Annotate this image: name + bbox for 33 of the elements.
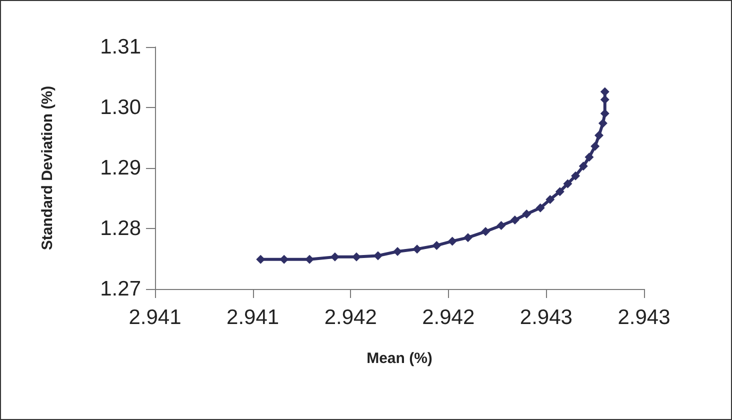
point (522, 209, 532, 218)
point (448, 236, 457, 246)
point (496, 220, 506, 230)
point (463, 233, 472, 242)
y-tick-label: 1.29 (100, 156, 141, 180)
x-tick-label: 2.943 (520, 306, 572, 329)
x-tick-label: 2.941 (226, 306, 280, 329)
y-tick-label: 1.31 (100, 36, 141, 58)
x-tick-label: 2.943 (618, 306, 670, 329)
point (432, 240, 442, 250)
point (590, 142, 600, 151)
point (330, 252, 340, 262)
point (412, 244, 422, 254)
x-tick-label: 2.942 (324, 306, 377, 329)
x-tick-label: 2.941 (128, 306, 182, 329)
x-axis-title: Mean (%) (366, 350, 432, 367)
point (563, 179, 572, 188)
point (598, 118, 608, 128)
point (578, 162, 588, 171)
y-axis-title: Standard Deviation (%) (39, 86, 56, 250)
point (481, 227, 490, 236)
point (555, 187, 564, 196)
y-tick-label: 1.27 (100, 278, 141, 300)
point (600, 109, 610, 118)
x-tick-label: 2.942 (422, 306, 475, 329)
point (546, 194, 555, 204)
point (510, 216, 520, 225)
y-tick-label: 1.28 (100, 217, 141, 240)
y-tick-label: 1.30 (100, 96, 141, 119)
point (571, 171, 580, 180)
point (536, 203, 545, 212)
point (594, 130, 604, 140)
point (584, 152, 594, 162)
